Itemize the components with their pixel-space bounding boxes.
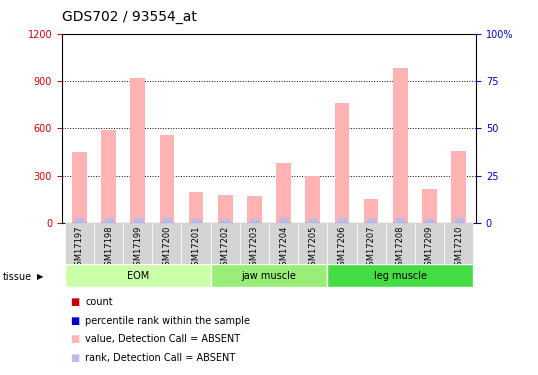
Text: EOM: EOM xyxy=(126,271,149,280)
Text: GSM17205: GSM17205 xyxy=(308,225,317,271)
Text: GSM17208: GSM17208 xyxy=(396,225,405,271)
Text: GSM17198: GSM17198 xyxy=(104,225,113,271)
Bar xyxy=(211,223,240,264)
Point xyxy=(104,219,113,225)
Bar xyxy=(189,192,203,223)
Text: ■: ■ xyxy=(70,297,79,307)
Bar xyxy=(327,264,473,287)
Bar xyxy=(298,223,327,264)
Point xyxy=(192,220,200,226)
Bar xyxy=(393,69,408,223)
Bar xyxy=(444,223,473,264)
Bar xyxy=(306,176,320,223)
Text: ■: ■ xyxy=(70,334,79,344)
Bar xyxy=(364,200,378,223)
Text: jaw muscle: jaw muscle xyxy=(242,271,296,280)
Point xyxy=(454,219,463,225)
Point xyxy=(221,220,230,226)
Text: tissue: tissue xyxy=(3,272,32,282)
Bar xyxy=(160,135,174,223)
Text: GSM17202: GSM17202 xyxy=(221,225,230,271)
Text: GSM17197: GSM17197 xyxy=(75,225,84,271)
Text: value, Detection Call = ABSENT: value, Detection Call = ABSENT xyxy=(85,334,240,344)
Point xyxy=(308,219,317,225)
Text: GSM17199: GSM17199 xyxy=(133,225,142,271)
Text: GSM17210: GSM17210 xyxy=(454,225,463,271)
Text: GDS702 / 93554_at: GDS702 / 93554_at xyxy=(62,10,197,24)
Bar xyxy=(211,264,327,287)
Text: GSM17200: GSM17200 xyxy=(162,225,172,271)
Bar xyxy=(101,130,116,223)
Text: ▶: ▶ xyxy=(37,272,43,281)
Bar xyxy=(386,223,415,264)
Point xyxy=(338,219,346,225)
Point xyxy=(367,220,376,226)
Point xyxy=(425,220,434,226)
Bar xyxy=(94,223,123,264)
Text: GSM17203: GSM17203 xyxy=(250,225,259,271)
Point xyxy=(396,219,405,225)
Bar xyxy=(269,223,298,264)
Bar xyxy=(65,223,94,264)
Bar xyxy=(123,223,152,264)
Bar xyxy=(247,196,261,223)
Bar xyxy=(65,264,211,287)
Point xyxy=(162,219,171,225)
Text: leg muscle: leg muscle xyxy=(374,271,427,280)
Text: count: count xyxy=(85,297,112,307)
Text: percentile rank within the sample: percentile rank within the sample xyxy=(85,316,250,326)
Bar xyxy=(327,223,357,264)
Bar xyxy=(335,103,349,223)
Text: GSM17204: GSM17204 xyxy=(279,225,288,271)
Bar xyxy=(415,223,444,264)
Text: ■: ■ xyxy=(70,353,79,363)
Bar xyxy=(72,152,87,223)
Bar xyxy=(451,150,466,223)
Text: ■: ■ xyxy=(70,316,79,326)
Point xyxy=(279,219,288,225)
Text: GSM17207: GSM17207 xyxy=(366,225,376,271)
Bar xyxy=(277,163,291,223)
Bar xyxy=(181,223,211,264)
Text: rank, Detection Call = ABSENT: rank, Detection Call = ABSENT xyxy=(85,353,235,363)
Bar xyxy=(152,223,181,264)
Point xyxy=(133,219,142,225)
Point xyxy=(250,220,259,226)
Text: GSM17201: GSM17201 xyxy=(192,225,201,271)
Text: GSM17206: GSM17206 xyxy=(337,225,346,271)
Bar xyxy=(240,223,269,264)
Text: GSM17209: GSM17209 xyxy=(425,225,434,271)
Point xyxy=(75,219,84,225)
Bar xyxy=(130,78,145,223)
Bar xyxy=(357,223,386,264)
Bar xyxy=(218,195,232,223)
Bar xyxy=(422,189,437,223)
